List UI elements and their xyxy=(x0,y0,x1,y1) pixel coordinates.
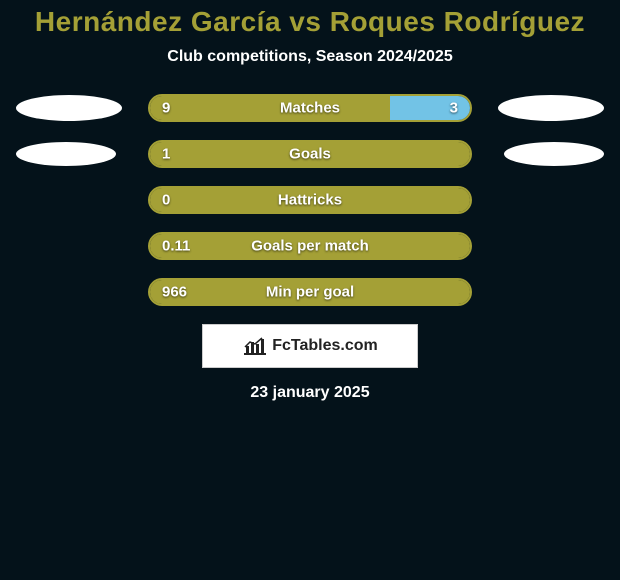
stat-bar: Goals per match0.11 xyxy=(148,232,472,260)
player-ellipse-left xyxy=(16,95,122,121)
stat-bar: Goals1 xyxy=(148,140,472,168)
player-ellipse-right xyxy=(498,95,604,121)
stat-bar-left xyxy=(150,280,470,304)
stat-row: Hattricks0 xyxy=(10,186,610,214)
stat-bar-left xyxy=(150,188,470,212)
comparison-card: Hernández García vs Roques Rodríguez Clu… xyxy=(0,0,620,402)
page-title: Hernández García vs Roques Rodríguez xyxy=(0,0,620,38)
stat-bar: Min per goal966 xyxy=(148,278,472,306)
stat-row: Goals per match0.11 xyxy=(10,232,610,260)
stat-bar-right xyxy=(390,96,470,120)
stat-value-left: 1 xyxy=(162,146,170,163)
attribution-text: FcTables.com xyxy=(272,337,378,355)
stat-bar: Hattricks0 xyxy=(148,186,472,214)
stat-bar: Matches93 xyxy=(148,94,472,122)
player-ellipse-right xyxy=(504,142,604,166)
stat-value-right: 3 xyxy=(450,100,458,117)
stat-value-left: 0 xyxy=(162,192,170,209)
stat-value-left: 9 xyxy=(162,100,170,117)
stat-bar-left xyxy=(150,96,390,120)
subtitle: Club competitions, Season 2024/2025 xyxy=(0,48,620,66)
stat-bar-left xyxy=(150,234,470,258)
attribution-badge: FcTables.com xyxy=(202,324,418,368)
bar-chart-icon xyxy=(242,336,268,356)
stat-row: Goals1 xyxy=(10,140,610,168)
stat-value-left: 966 xyxy=(162,284,187,301)
stat-value-left: 0.11 xyxy=(162,238,190,255)
stat-bar-left xyxy=(150,142,470,166)
stat-row: Matches93 xyxy=(10,94,610,122)
stat-row: Min per goal966 xyxy=(10,278,610,306)
player-ellipse-left xyxy=(16,142,116,166)
date-label: 23 january 2025 xyxy=(0,384,620,402)
stat-rows: Matches93Goals1Hattricks0Goals per match… xyxy=(0,94,620,306)
